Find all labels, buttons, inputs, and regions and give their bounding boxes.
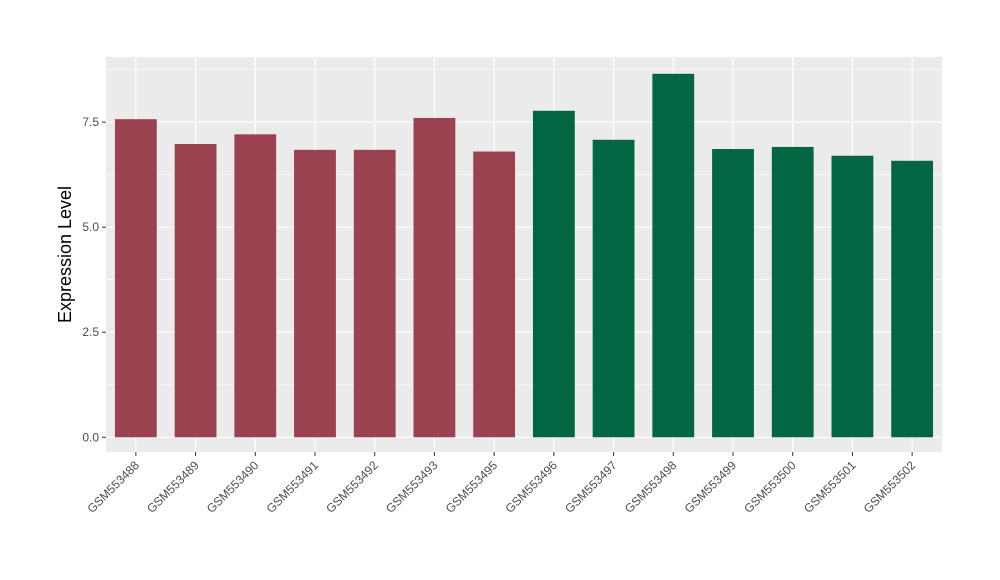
bar (473, 151, 516, 438)
bar (114, 119, 157, 438)
x-tick-label: GSM553495 (443, 458, 501, 516)
x-tick-label: GSM553489 (144, 458, 202, 516)
x-tick-label: GSM553498 (622, 458, 680, 516)
bars (114, 73, 934, 438)
y-tick-label: 0.0 (82, 430, 99, 444)
bar (353, 149, 396, 438)
x-tick-label: GSM553501 (801, 458, 859, 516)
bar (831, 155, 874, 438)
y-tick-label: 2.5 (82, 325, 99, 339)
bar (174, 143, 217, 438)
x-tick-label: GSM553488 (84, 458, 142, 516)
y-axis: 0.0 2.5 5.0 7.5 (82, 115, 106, 444)
y-tick-label: 7.5 (82, 115, 99, 129)
x-tick-label: GSM553491 (264, 458, 322, 516)
panel-background (106, 57, 942, 452)
bar (712, 149, 754, 438)
bar (234, 134, 277, 438)
x-tick-label: GSM553492 (323, 458, 381, 516)
x-tick-label: GSM553499 (682, 458, 740, 516)
bar (294, 149, 336, 438)
x-tick-label: GSM553496 (502, 458, 560, 516)
bar (652, 73, 695, 438)
bar (413, 117, 456, 438)
bar (891, 160, 934, 438)
bar (532, 110, 575, 438)
bar (771, 146, 814, 438)
x-tick-label: GSM553497 (562, 458, 620, 516)
y-axis-title: Expression Level (55, 186, 75, 323)
x-axis: GSM553488 GSM553489 GSM553490 GSM553491 GSM5… (84, 452, 918, 516)
x-tick-label: GSM553490 (204, 458, 262, 516)
x-tick-label: GSM553500 (741, 458, 799, 516)
bar (592, 139, 635, 438)
y-tick-label: 5.0 (82, 220, 99, 234)
x-tick-label: GSM553493 (383, 458, 441, 516)
x-tick-label: GSM553502 (861, 458, 919, 516)
